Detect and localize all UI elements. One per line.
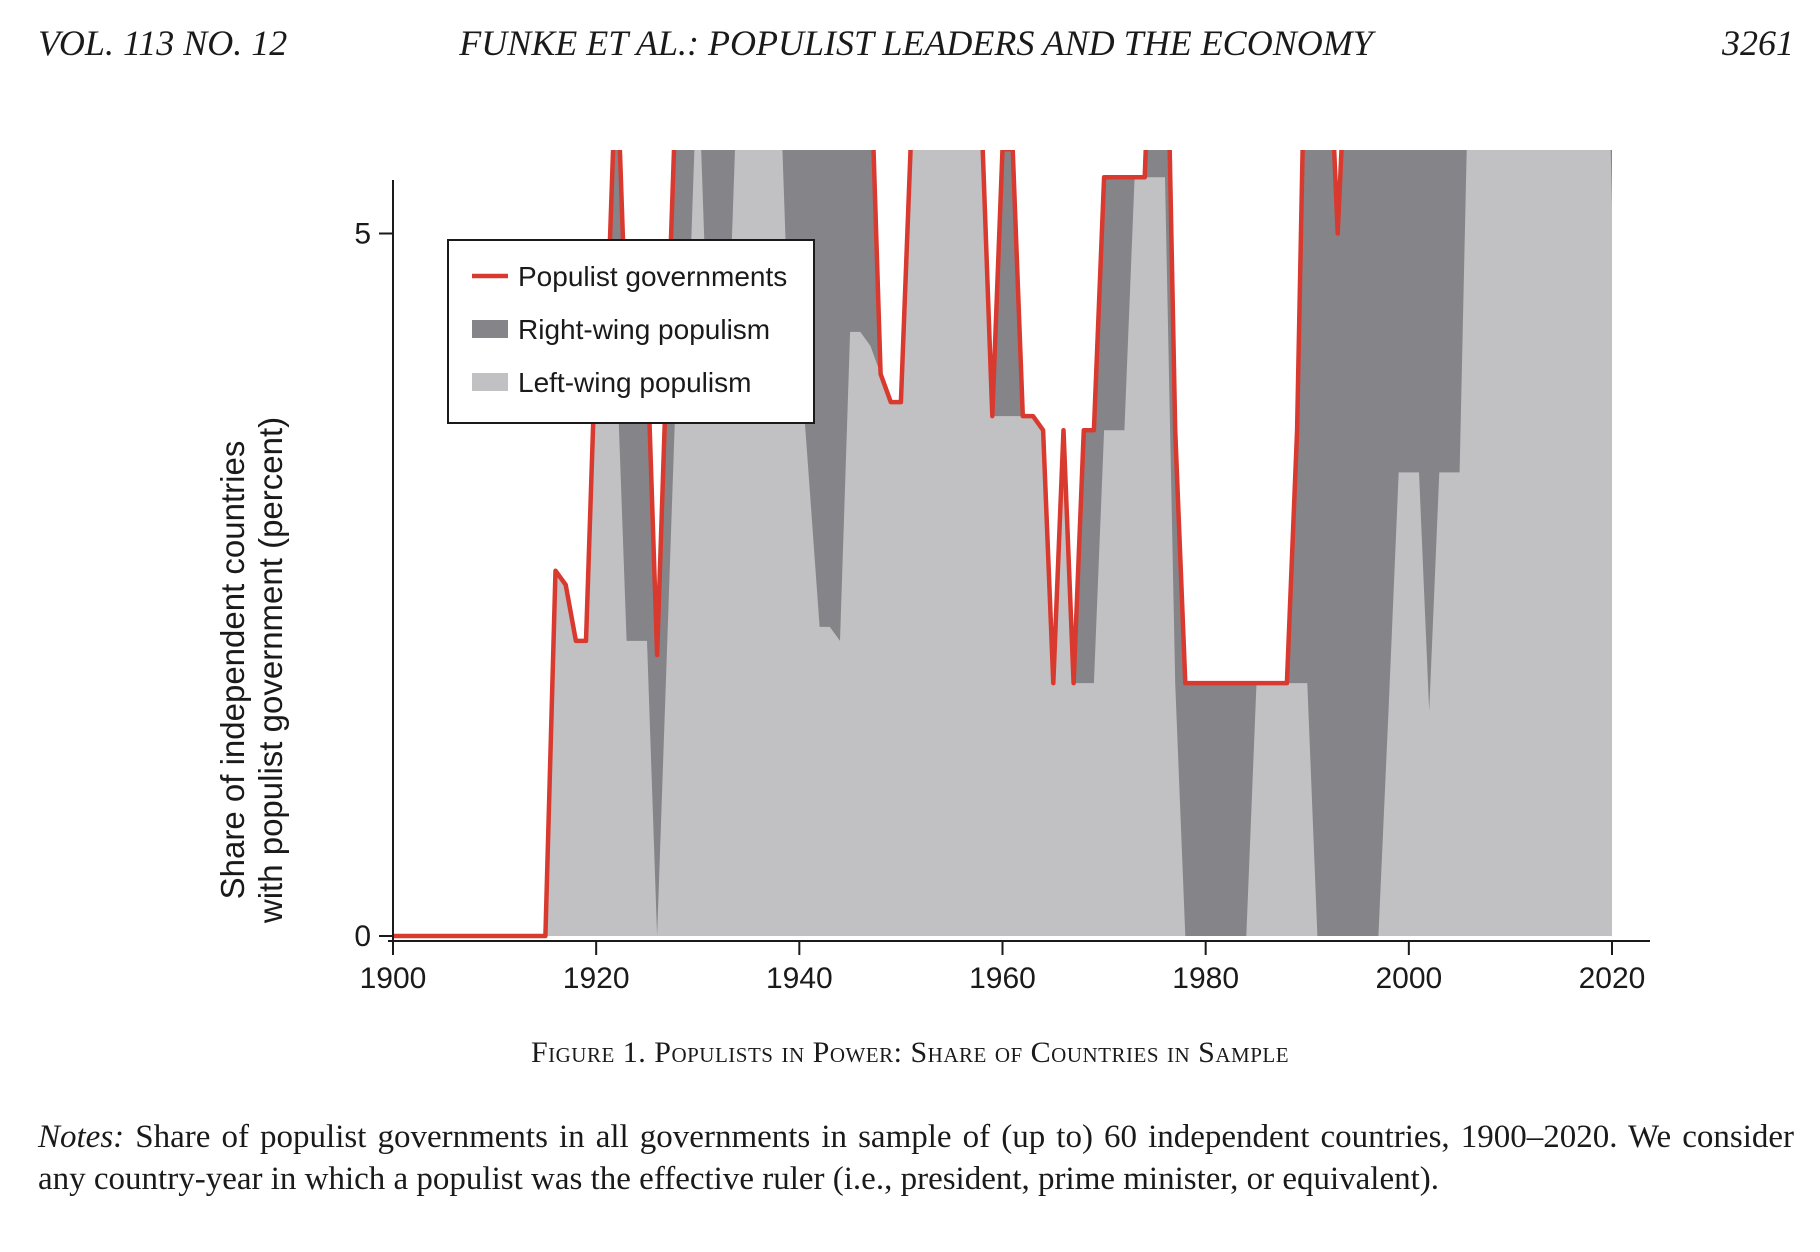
legend-label-right: Right-wing populism [518, 314, 770, 345]
page-number: 3261 [1722, 23, 1794, 63]
legend-label-populist: Populist governments [518, 261, 787, 292]
legend-swatch-left [472, 373, 508, 391]
x-tick-label: 2020 [1579, 962, 1646, 995]
running-title: FUNKE ET AL.: POPULIST LEADERS AND THE E… [459, 23, 1373, 63]
journal-volume: VOL. 113 NO. 12 [38, 23, 288, 63]
figure-caption: Figure 1. Populists in Power: Share of C… [530, 1036, 1290, 1069]
y-axis-title: Share of independent countrieswith popul… [214, 417, 289, 924]
x-tick-label: 1980 [1172, 962, 1239, 995]
legend-swatch-right [472, 320, 508, 338]
y-tick-label: 0 [354, 920, 371, 953]
x-tick-label: 1920 [563, 962, 630, 995]
x-tick-label: 1960 [969, 962, 1036, 995]
figure-notes: Notes: Share of populist governments in … [38, 1116, 1794, 1200]
notes-text: Share of populist governments in all gov… [38, 1119, 1794, 1197]
x-tick-label: 1940 [766, 962, 833, 995]
notes-label: Notes: [38, 1119, 125, 1155]
y-tick-label: 5 [354, 218, 371, 251]
legend-label-left: Left-wing populism [518, 367, 751, 398]
y-axis-title-line: with populist government (percent) [252, 417, 289, 924]
populists-area-chart: 05101520251900192019401960198020002020Sh… [214, 150, 1650, 995]
legend-box [447, 239, 815, 424]
running-header: VOL. 113 NO. 12 FUNKE ET AL.: POPULIST L… [38, 22, 1794, 70]
x-tick-label: 2000 [1375, 962, 1442, 995]
y-axis-title-line: Share of independent countries [214, 441, 251, 900]
populist-governments-line [393, 150, 1344, 939]
x-tick-label: 1900 [360, 962, 427, 995]
